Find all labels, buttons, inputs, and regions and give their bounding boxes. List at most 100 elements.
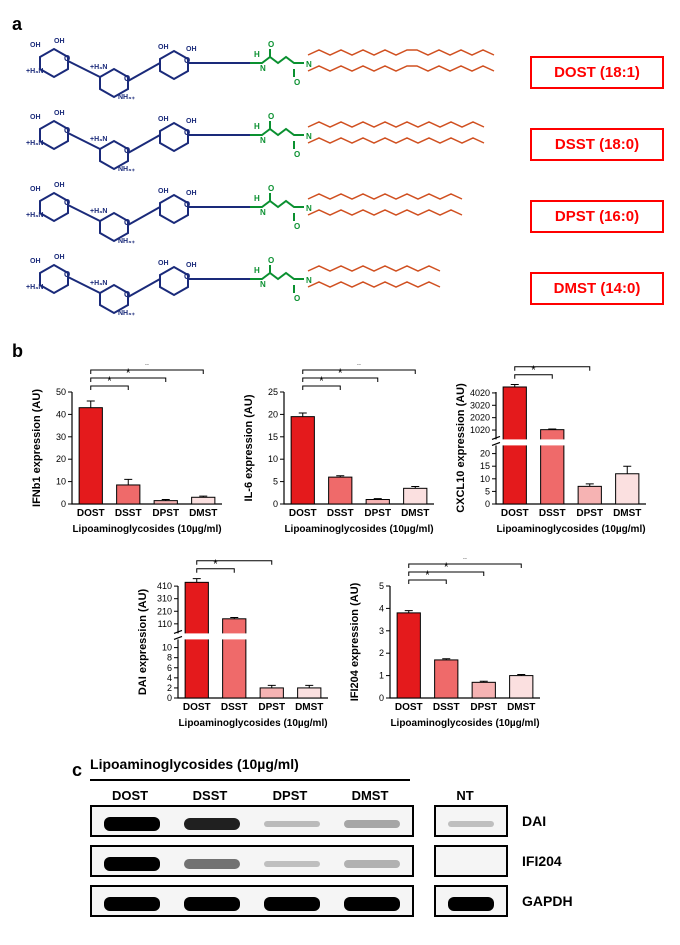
svg-text:NH₃₊: NH₃₊ [118,238,135,245]
svg-text:4: 4 [167,673,172,683]
svg-text:10: 10 [268,454,278,464]
compound-name: DOST (18:1) [530,56,664,89]
svg-text:O: O [268,256,274,265]
svg-text:*: * [357,364,362,372]
svg-text:O: O [268,112,274,121]
blot-nt-lane [434,805,508,837]
blot-lane [92,847,172,875]
svg-text:*: * [463,558,468,566]
svg-text:O: O [294,78,300,87]
svg-text:0: 0 [167,693,172,703]
blot-membrane [90,805,414,837]
svg-text:6: 6 [167,663,172,673]
svg-text:OH: OH [54,110,65,117]
svg-text:5: 5 [379,581,384,591]
lipid-moiety: HNOON [250,37,510,107]
svg-text:Lipoaminoglycosides (10µg/ml): Lipoaminoglycosides (10µg/ml) [72,524,221,535]
compound-name: DPST (16:0) [530,200,664,233]
svg-text:OH: OH [30,42,41,49]
lane-header: DSST [170,788,250,803]
panel-a-label: a [12,14,670,35]
svg-text:20: 20 [268,409,278,419]
svg-text:O: O [294,222,300,231]
protein-label: GAPDH [522,893,573,909]
chart-row-2: DAI expression (AU)0246810110210310410DO… [10,558,670,738]
svg-text:3020: 3020 [470,400,490,410]
blot-lane [252,847,332,875]
svg-text:OH: OH [186,46,197,53]
svg-text:NH₃₊: NH₃₊ [118,166,135,173]
svg-text:DOST: DOST [77,508,105,519]
nt-header: NT [430,788,500,805]
structure-row: OOOOHOH+H₃NNH₃₊OH+H₃NOHHNOONDPST (16:0) [10,181,670,251]
svg-text:2: 2 [379,648,384,658]
svg-text:*: * [107,374,112,388]
blot-lane [332,807,412,835]
svg-text:OH: OH [158,260,169,267]
svg-text:O: O [268,184,274,193]
svg-text:N: N [306,204,312,213]
lipid-moiety: HNOON [250,253,510,323]
svg-text:N: N [260,136,266,145]
svg-text:*: * [531,364,536,377]
svg-text:15: 15 [480,461,490,471]
svg-text:OH: OH [54,182,65,189]
blot-lane [92,887,172,915]
svg-text:DMST: DMST [401,508,429,519]
svg-text:O: O [124,218,130,227]
svg-text:DPST: DPST [152,508,179,519]
scientific-figure: a OOOOHOH+H₃NNH₃₊OH+H₃NOHHNOONDOST (18:1… [0,0,680,945]
svg-text:DMST: DMST [507,702,535,713]
svg-text:DSST: DSST [115,508,142,519]
svg-text:DMST: DMST [189,508,217,519]
protein-label: IFI204 [522,853,562,869]
structure-row: OOOOHOH+H₃NNH₃₊OH+H₃NOHHNOONDOST (18:1) [10,37,670,107]
svg-text:CXCL10 expression (AU): CXCL10 expression (AU) [455,383,467,513]
western-blot-rows: DAI IFI204 GAPDH [90,805,573,917]
svg-text:DMST: DMST [613,508,641,519]
svg-text:DPST: DPST [470,702,497,713]
bar-chart: DAI expression (AU)0246810110210310410DO… [134,558,334,738]
svg-text:25: 25 [268,387,278,397]
blot-membrane [90,885,414,917]
blot-nt-lane [434,845,508,877]
blot-row: DAI [90,805,573,837]
svg-text:DPST: DPST [576,508,603,519]
bar-chart: CXCL10 expression (AU)051015201020202030… [452,364,652,544]
svg-text:+H₃N: +H₃N [26,212,43,219]
sugar-moiety: OOOOHOH+H₃NNH₃₊OH+H₃NOH [10,253,250,323]
svg-text:2: 2 [167,683,172,693]
svg-text:DPST: DPST [364,508,391,519]
svg-text:20: 20 [56,454,66,464]
svg-text:OH: OH [54,254,65,261]
svg-text:+H₃N: +H₃N [26,68,43,75]
svg-text:DOST: DOST [501,508,529,519]
panel-a: a OOOOHOH+H₃NNH₃₊OH+H₃NOHHNOONDOST (18:1… [10,14,670,323]
svg-text:410: 410 [157,581,172,591]
bar-chart: IL-6 expression (AU)0510152025DOSTDSSTDP… [240,364,440,544]
panel-c-label: c [72,760,82,781]
svg-text:+H₃N: +H₃N [90,208,107,215]
blot-row: IFI204 [90,845,573,877]
blot-nt-lane [434,885,508,917]
svg-text:DSST: DSST [433,702,460,713]
svg-text:Lipoaminoglycosides (10µg/ml): Lipoaminoglycosides (10µg/ml) [390,718,539,729]
svg-text:N: N [306,132,312,141]
svg-text:0: 0 [485,499,490,509]
svg-text:O: O [294,150,300,159]
svg-text:O: O [124,290,130,299]
structure-row: OOOOHOH+H₃NNH₃₊OH+H₃NOHHNOONDMST (14:0) [10,253,670,323]
svg-text:8: 8 [167,653,172,663]
svg-text:H: H [254,50,260,59]
svg-text:*: * [319,374,324,388]
svg-text:10: 10 [162,643,172,653]
svg-text:OH: OH [158,116,169,123]
blot-membrane [90,845,414,877]
sugar-moiety: OOOOHOH+H₃NNH₃₊OH+H₃NOH [10,181,250,251]
svg-text:10: 10 [480,474,490,484]
protein-label: DAI [522,813,546,829]
svg-text:H: H [254,122,260,131]
svg-text:IL-6 expression (AU): IL-6 expression (AU) [243,394,255,501]
svg-text:*: * [338,366,343,380]
svg-text:1020: 1020 [470,425,490,435]
